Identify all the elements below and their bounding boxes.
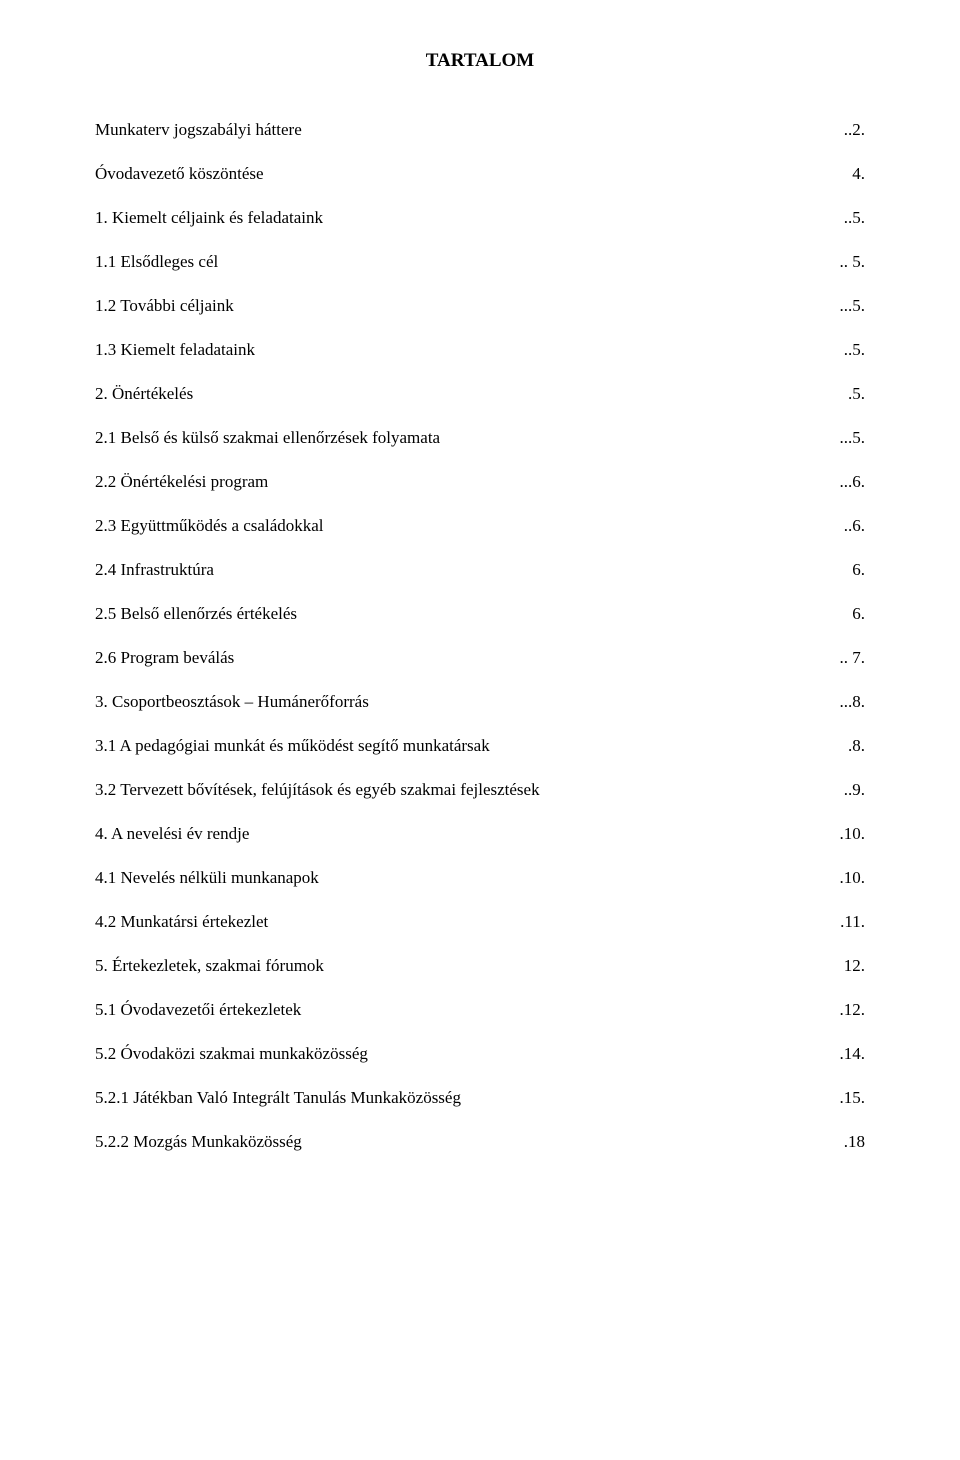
- toc-entry: Óvodavezető köszöntése 4.: [95, 164, 865, 184]
- toc-entry: 5. Értekezletek, szakmai fórumok 12.: [95, 956, 865, 976]
- toc-entry-page: ...6.: [840, 472, 866, 492]
- toc-entry: Munkaterv jogszabályi háttere ..2.: [95, 120, 865, 140]
- toc-entry-page: .18: [844, 1132, 865, 1152]
- toc-entry-page: 12.: [844, 956, 865, 976]
- toc-entry: 1. Kiemelt céljaink és feladataink ..5.: [95, 208, 865, 228]
- document-title: TARTALOM: [95, 50, 865, 72]
- toc-entry: 5.2 Óvodaközi szakmai munkaközösség .14.: [95, 1044, 865, 1064]
- toc-entry-page: ..2.: [844, 120, 865, 140]
- toc-entry: 3. Csoportbeosztások – Humánerőforrás...…: [95, 692, 865, 712]
- toc-entry-page: ...5.: [840, 428, 866, 448]
- toc-entry: 5.2.1 Játékban Való Integrált Tanulás Mu…: [95, 1088, 865, 1108]
- toc-entry: 5.1 Óvodavezetői értekezletek .12.: [95, 1000, 865, 1020]
- toc-entry-page: ..9.: [844, 780, 865, 800]
- toc-entry-label: 1.2 További céljaink: [95, 296, 234, 316]
- toc-entry-page: .15.: [840, 1088, 866, 1108]
- toc-entry-label: 2.1 Belső és külső szakmai ellenőrzések …: [95, 428, 440, 448]
- toc-entry: 2.2 Önértékelési program ...6.: [95, 472, 865, 492]
- toc-entry-label: 2. Önértékelés: [95, 384, 193, 404]
- toc-entry: 2.6 Program beválás .. 7.: [95, 648, 865, 668]
- toc-entry-label: 1. Kiemelt céljaink és feladataink: [95, 208, 323, 228]
- toc-container: Munkaterv jogszabályi háttere ..2. Óvodave…: [95, 120, 865, 1152]
- toc-entry-label: 2.5 Belső ellenőrzés értékelés: [95, 604, 297, 624]
- toc-entry-label: 4.2 Munkatársi értekezlet: [95, 912, 268, 932]
- toc-entry: 1.1 Elsődleges cél .. 5.: [95, 252, 865, 272]
- toc-entry: 2.1 Belső és külső szakmai ellenőrzések …: [95, 428, 865, 448]
- toc-entry-page: ..5.: [844, 208, 865, 228]
- toc-entry-page: .10.: [840, 824, 866, 844]
- toc-entry: 1.2 További céljaink ...5.: [95, 296, 865, 316]
- toc-entry-label: 4.1 Nevelés nélküli munkanapok: [95, 868, 319, 888]
- toc-entry-label: 5.2.2 Mozgás Munkaközösség: [95, 1132, 302, 1152]
- toc-entry: 4.2 Munkatársi értekezlet .11.: [95, 912, 865, 932]
- toc-entry-page: 4.: [852, 164, 865, 184]
- toc-entry: 5.2.2 Mozgás Munkaközösség .18: [95, 1132, 865, 1152]
- toc-entry-page: ...8.: [840, 692, 866, 712]
- toc-entry-page: 6.: [852, 560, 865, 580]
- toc-entry-page: .. 5.: [840, 252, 866, 272]
- toc-entry: 2.3 Együttműködés a családokkal ..6.: [95, 516, 865, 536]
- toc-entry-page: .14.: [840, 1044, 866, 1064]
- toc-entry-label: Óvodavezető köszöntése: [95, 164, 264, 184]
- toc-entry-page: ..5.: [844, 340, 865, 360]
- toc-entry: 2. Önértékelés .5.: [95, 384, 865, 404]
- toc-entry-label: 5. Értekezletek, szakmai fórumok: [95, 956, 324, 976]
- toc-entry-label: 2.6 Program beválás: [95, 648, 234, 668]
- toc-entry-label: 2.2 Önértékelési program: [95, 472, 268, 492]
- toc-entry: 2.4 Infrastruktúra 6.: [95, 560, 865, 580]
- toc-entry-page: ...5.: [840, 296, 866, 316]
- toc-entry-page: .. 7.: [840, 648, 866, 668]
- toc-entry-page: .10.: [840, 868, 866, 888]
- toc-entry-label: 3.2 Tervezett bővítések, felújítások és …: [95, 780, 540, 800]
- toc-entry-page: .12.: [840, 1000, 866, 1020]
- toc-entry-label: 2.3 Együttműködés a családokkal: [95, 516, 324, 536]
- toc-entry-page: 6.: [852, 604, 865, 624]
- toc-entry-label: 5.2 Óvodaközi szakmai munkaközösség: [95, 1044, 368, 1064]
- toc-entry-label: 5.2.1 Játékban Való Integrált Tanulás Mu…: [95, 1088, 461, 1108]
- toc-entry: 1.3 Kiemelt feladataink ..5.: [95, 340, 865, 360]
- toc-entry-page: .11.: [840, 912, 865, 932]
- toc-entry-label: 1.3 Kiemelt feladataink: [95, 340, 255, 360]
- toc-entry: 2.5 Belső ellenőrzés értékelés 6.: [95, 604, 865, 624]
- toc-entry-page: .5.: [848, 384, 865, 404]
- toc-entry: 4. A nevelési év rendje .10.: [95, 824, 865, 844]
- toc-entry-page: ..6.: [844, 516, 865, 536]
- toc-entry: 3.2 Tervezett bővítések, felújítások és …: [95, 780, 865, 800]
- toc-entry-label: Munkaterv jogszabályi háttere: [95, 120, 302, 140]
- toc-entry-label: 2.4 Infrastruktúra: [95, 560, 214, 580]
- toc-entry-label: 4. A nevelési év rendje: [95, 824, 249, 844]
- toc-entry-label: 3. Csoportbeosztások – Humánerőforrás: [95, 692, 369, 712]
- toc-entry-page: .8.: [848, 736, 865, 756]
- toc-entry-label: 5.1 Óvodavezetői értekezletek: [95, 1000, 301, 1020]
- toc-entry: 3.1 A pedagógiai munkát és működést segí…: [95, 736, 865, 756]
- toc-entry-label: 1.1 Elsődleges cél: [95, 252, 218, 272]
- toc-entry: 4.1 Nevelés nélküli munkanapok .10.: [95, 868, 865, 888]
- toc-entry-label: 3.1 A pedagógiai munkát és működést segí…: [95, 736, 490, 756]
